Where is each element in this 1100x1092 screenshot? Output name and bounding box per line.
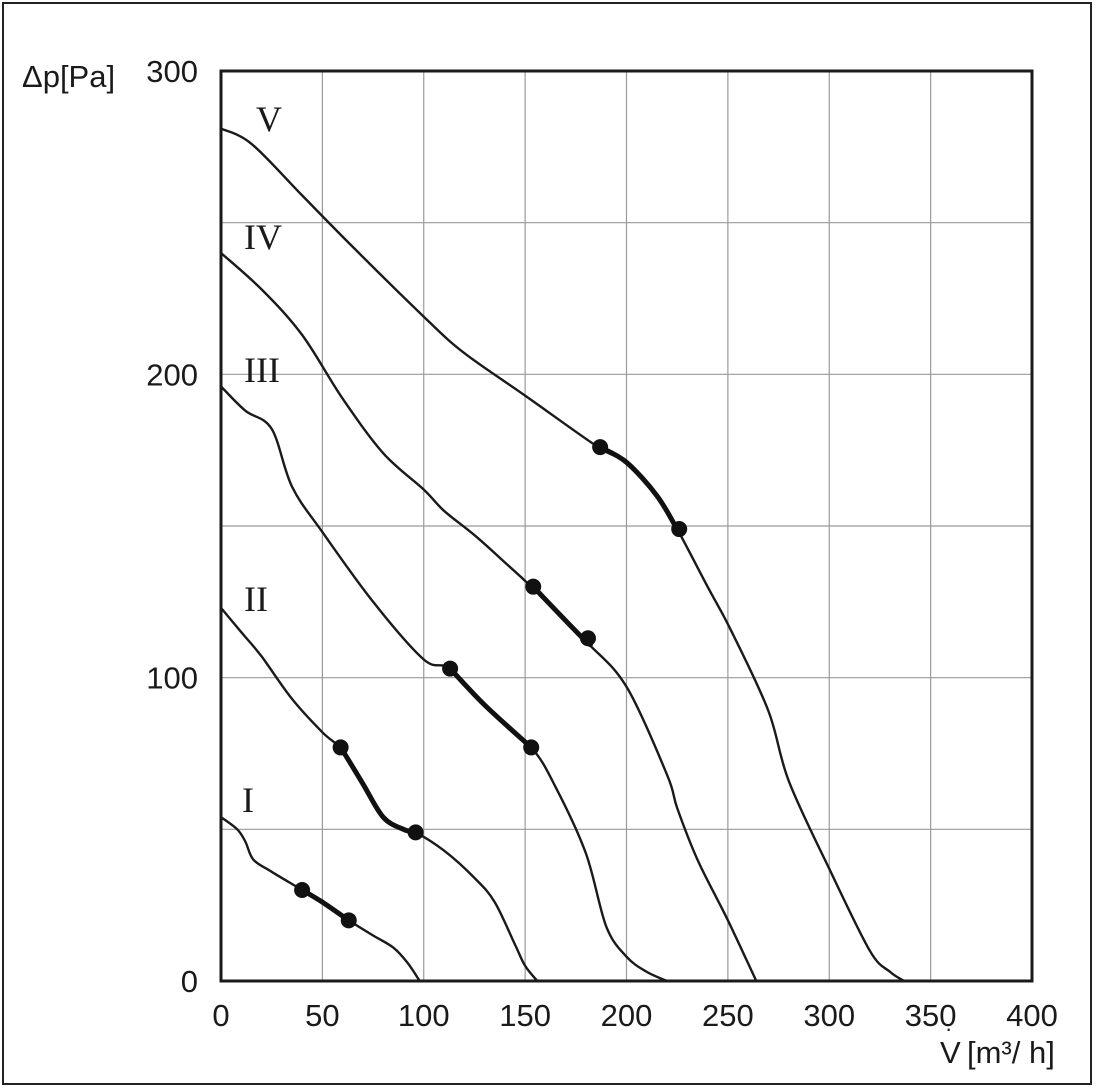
curve-iii-line — [219, 385, 669, 983]
x-tick-label: 150 — [499, 998, 551, 1033]
x-tick-label: 0 — [212, 998, 229, 1033]
curve-iv-label: IV — [244, 217, 282, 257]
curve-v-label: V — [256, 99, 282, 139]
x-tick-label: 200 — [601, 998, 653, 1033]
curve-iii-operating-point — [442, 660, 459, 677]
curve-v-line — [219, 127, 906, 983]
x-tick-labels: 0 50 100 150 200 250 300 350 400 — [212, 998, 1057, 1033]
x-axis-label-dot: · — [945, 1016, 952, 1041]
curve-i-operating-range — [299, 887, 352, 923]
curve-i-label: I — [242, 780, 254, 820]
y-tick-label: 300 — [146, 54, 198, 89]
x-tick-label: 400 — [1006, 998, 1058, 1033]
y-axis-label: Δp[Pa] — [22, 59, 115, 94]
x-axis-label-symbol: V — [940, 1035, 961, 1070]
x-tick-label: 100 — [398, 998, 450, 1033]
curve-iv-line — [219, 251, 758, 983]
curve-i-operating-point — [294, 882, 311, 898]
curves — [219, 127, 906, 983]
x-tick-label: 50 — [305, 998, 339, 1033]
curve-iii-operating-point — [523, 739, 540, 756]
y-tick-label: 0 — [181, 964, 198, 999]
plot-border — [219, 69, 1034, 983]
y-tick-label: 200 — [146, 357, 198, 392]
x-tick-label: 250 — [702, 998, 754, 1033]
curve-ii-operating-point — [332, 739, 349, 756]
curve-iv-operating-point — [525, 578, 542, 595]
x-axis-label-unit: [m³/ h] — [967, 1035, 1055, 1070]
curve-v-operating-range — [597, 444, 682, 534]
curve-iii-label: III — [244, 350, 280, 390]
curve-i-operating-point — [340, 912, 357, 929]
curve-ii-label: II — [244, 579, 268, 619]
curve-ii-operating-point — [407, 824, 424, 841]
grid-lines — [220, 70, 1033, 982]
operating-points — [294, 439, 688, 929]
curve-iii-operating-range — [447, 666, 534, 750]
curve-v-operating-point — [592, 439, 609, 456]
operating-ranges — [299, 444, 682, 923]
x-tick-label: 350 — [905, 998, 957, 1033]
curve-ii-operating-range — [337, 744, 419, 835]
y-tick-label: 100 — [146, 661, 198, 696]
x-tick-label: 300 — [803, 998, 855, 1033]
y-tick-labels: 0 100 200 300 — [146, 54, 198, 999]
curve-ii-line — [219, 606, 539, 983]
curve-v-operating-point — [671, 521, 688, 538]
curve-iv-operating-point — [579, 630, 596, 647]
